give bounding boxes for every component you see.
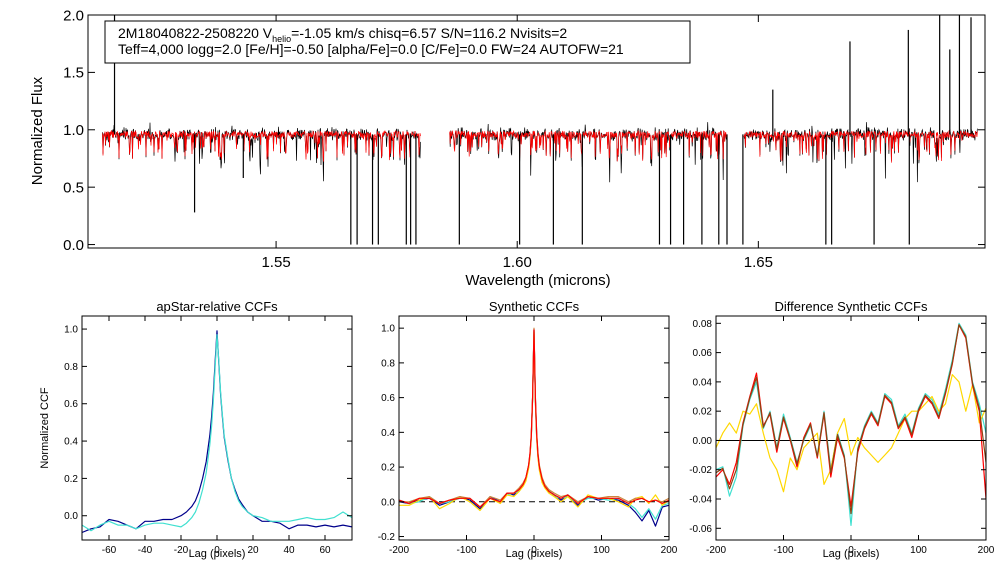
x-tick-label: 1.60	[503, 254, 532, 271]
y-tick-label: 0.2	[381, 463, 395, 474]
spectrum-panel: 1.55 1.60 1.65 0.0 0.5 1.0 1.5 2.0 2M18040822-2…	[29, 7, 986, 289]
x-tick-label: -20	[174, 545, 189, 556]
synthetic-ccf-panel: Synthetic CCFs -200 -100 0 100 200 -0.2 0.0 0.2…	[378, 299, 678, 560]
synthetic-ccf-xlabel: Lag (pixels)	[506, 548, 563, 560]
annotation-star-id: 2M18040822-2508220	[118, 25, 259, 41]
spectrum-xlabel: Wavelength (microns)	[465, 272, 610, 289]
spectrum-ylabel: Normalized Flux	[29, 76, 46, 185]
x-tick-label: -100	[773, 545, 793, 556]
spectrum-axes: 1.55 1.60 1.65 0.0 0.5 1.0 1.5 2.0	[63, 7, 985, 271]
spectrum-frame	[87, 14, 986, 249]
x-tick-label: 20	[247, 545, 259, 556]
annotation-v-symbol: V	[263, 25, 273, 41]
difference-ccf-title: Difference Synthetic CCFs	[775, 299, 928, 314]
y-tick-label: 0.02	[693, 407, 713, 418]
series-model	[102, 129, 978, 163]
y-tick-label: 0.6	[381, 393, 395, 404]
spectrum-plot-area	[102, 15, 978, 245]
x-tick-label: 200	[978, 545, 995, 556]
x-tick-label: 1.55	[261, 254, 290, 271]
y-tick-label: 0.2	[64, 474, 78, 485]
y-tick-label: 0.0	[64, 511, 78, 522]
y-tick-label: 0.8	[64, 362, 78, 373]
y-tick-label: 0.6	[64, 399, 78, 410]
y-tick-label: 0.8	[381, 358, 395, 369]
annotation-line2: Teff=4,000 logg=2.0 [Fe/H]=-0.50 [alpha/…	[118, 41, 624, 57]
apstar-ccf-xlabel: Lag (pixels)	[189, 548, 246, 560]
y-tick-label: 1.5	[63, 65, 84, 82]
difference-ccf-axes: -200 -100 0 100 200 -0.06 -0.04 -0.02 0.00 0.02 0.…	[689, 316, 995, 556]
y-tick-label: -0.04	[689, 495, 712, 506]
synthetic-ccf-plot-area	[399, 327, 669, 527]
ccf-series-line	[399, 329, 669, 508]
synthetic-ccf-title: Synthetic CCFs	[489, 299, 580, 314]
difference-ccf-panel: Difference Synthetic CCFs -200 -100 0 100 20…	[689, 299, 995, 560]
x-tick-label: -40	[138, 545, 153, 556]
y-tick-label: 1.0	[64, 325, 78, 336]
x-tick-label: 200	[661, 545, 678, 556]
y-tick-label: 0.06	[693, 348, 713, 359]
x-tick-label: 100	[593, 545, 610, 556]
y-tick-label: 0.0	[63, 237, 84, 254]
y-tick-label: 0.4	[381, 428, 395, 439]
annotation-v-rest: =-1.05 km/s chisq=6.57 S/N=116.2 Nvisits…	[291, 25, 567, 41]
x-tick-label: -200	[389, 545, 409, 556]
y-tick-label: 0.08	[693, 319, 713, 330]
annotation-line1: 2M18040822-2508220 Vhelio=-1.05 km/s chi…	[118, 25, 567, 44]
y-tick-label: 0.4	[64, 437, 78, 448]
x-tick-label: -200	[706, 545, 726, 556]
x-tick-label: -100	[456, 545, 476, 556]
x-tick-label: -60	[102, 545, 117, 556]
ccf-series-line	[82, 334, 352, 532]
x-tick-label: 0	[531, 545, 537, 556]
y-tick-label: 0.5	[63, 179, 84, 196]
y-tick-label: -0.06	[689, 524, 712, 535]
ccf-series-line	[716, 324, 986, 515]
y-tick-label: 1.0	[381, 324, 395, 335]
y-tick-label: 0.00	[693, 436, 713, 447]
y-tick-label: 0.0	[381, 497, 395, 508]
synthetic-ccf-axes: -200 -100 0 100 200 -0.2 0.0 0.2 0.4 0.6 0.8 1.0	[378, 316, 678, 556]
x-tick-label: 100	[910, 545, 927, 556]
x-tick-label: 1.65	[744, 254, 773, 271]
y-tick-label: 1.0	[63, 122, 84, 139]
x-tick-label: 60	[319, 545, 331, 556]
apstar-ccf-title: apStar-relative CCFs	[156, 299, 278, 314]
apstar-ccf-ylabel: Normalized CCF	[39, 387, 51, 469]
x-tick-label: 0	[214, 545, 220, 556]
x-tick-label: 0	[848, 545, 854, 556]
apstar-ccf-plot-area	[82, 330, 352, 534]
apstar-ccf-panel: apStar-relative CCFs -60 -40 -20 0 20 40 60 0.0…	[39, 299, 353, 560]
difference-ccf-plot-area	[716, 322, 986, 526]
y-tick-label: 2.0	[63, 7, 84, 24]
x-tick-label: 40	[283, 545, 295, 556]
y-tick-label: 0.04	[693, 377, 713, 388]
difference-ccf-xlabel: Lag (pixels)	[823, 548, 880, 560]
apstar-ccf-axes: -60 -40 -20 0 20 40 60 0.0 0.2 0.4 0.6 0.8 1.0	[64, 316, 352, 556]
y-tick-label: -0.2	[378, 532, 396, 543]
ccf-series-line	[82, 330, 352, 534]
annotation-v-subscript: helio	[272, 34, 291, 44]
annotation-box	[104, 20, 691, 64]
y-tick-label: -0.02	[689, 465, 712, 476]
